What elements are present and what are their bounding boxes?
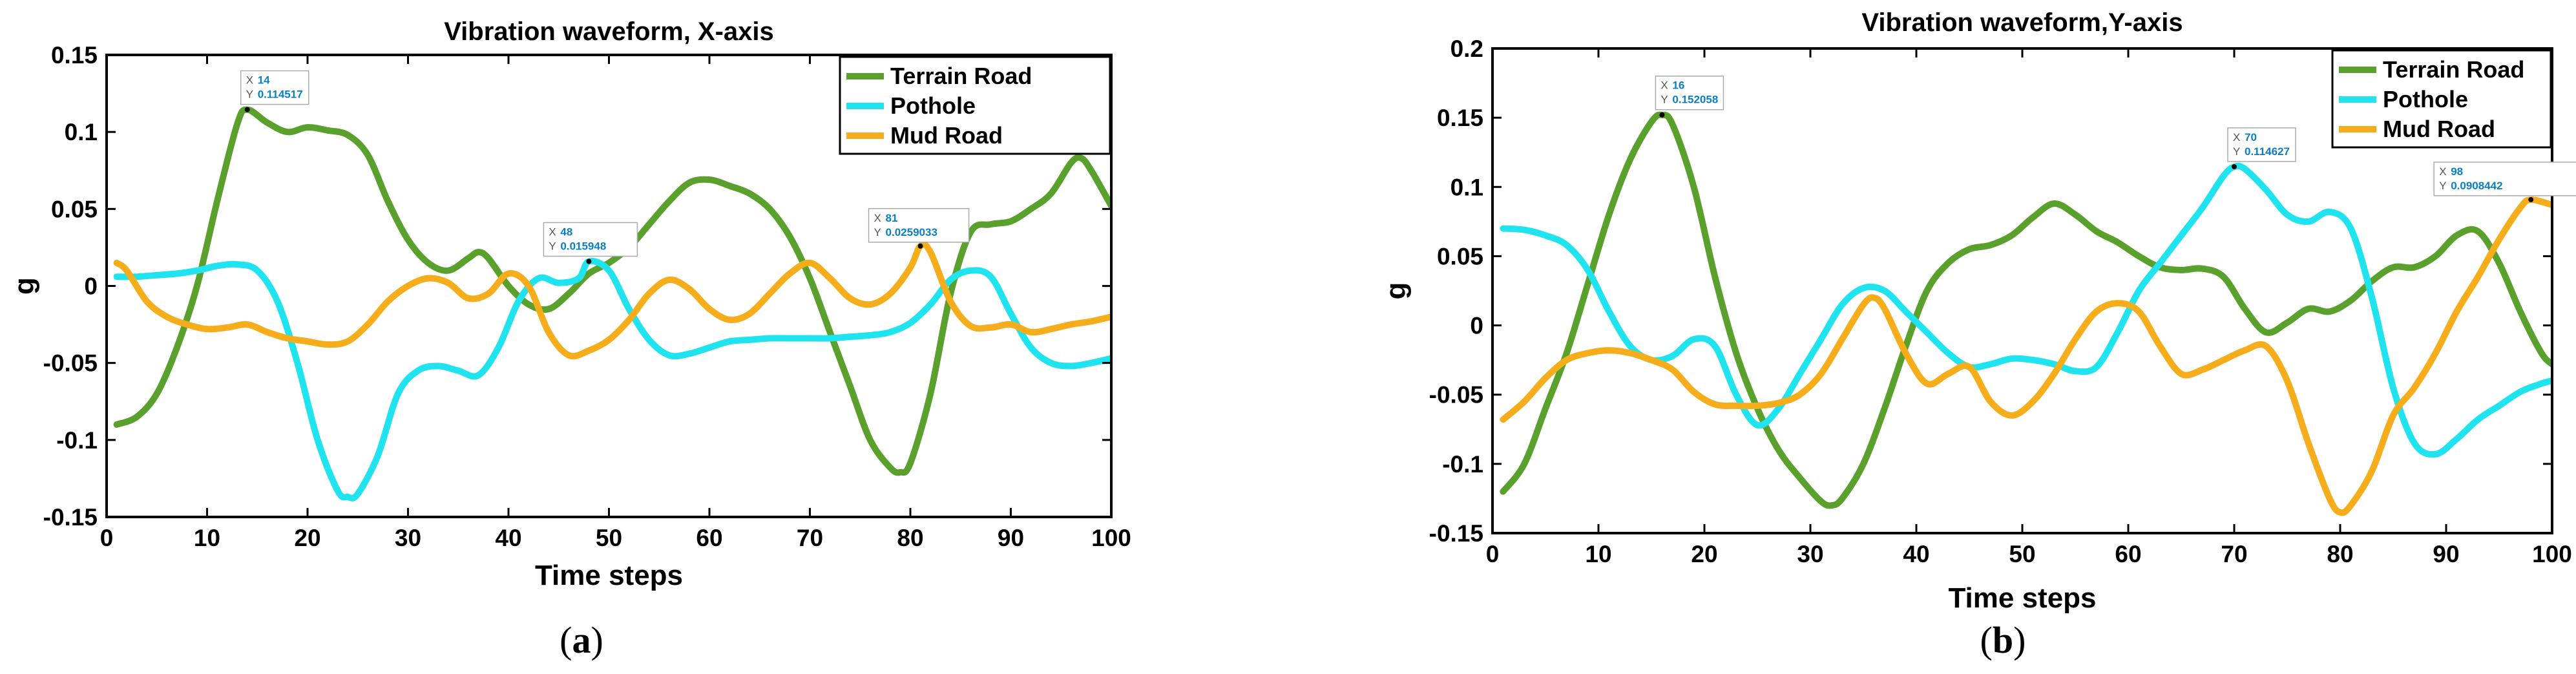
- datatip-box: [240, 70, 309, 105]
- y-tick-label: -0.15: [43, 504, 98, 531]
- datatip-marker: [917, 243, 923, 249]
- x-axis-label: Time steps: [535, 560, 683, 591]
- panel-caption: (b): [1980, 619, 2026, 661]
- y-axis-label: g: [8, 277, 40, 295]
- x-tick-label: 20: [1691, 541, 1717, 567]
- datatip-x-value: 81: [886, 212, 898, 224]
- datatip-box: [543, 222, 638, 257]
- y-tick-label: -0.05: [43, 350, 98, 377]
- series-line-mud-road: [113, 241, 1111, 360]
- legend-label: Terrain Road: [890, 63, 1032, 89]
- x-tick-label: 100: [1091, 525, 1131, 551]
- datatip-y-value: 0.114627: [2245, 145, 2290, 158]
- datatip-y-label: Y: [2439, 180, 2446, 192]
- datatip-y-value: 0.152058: [1672, 94, 1718, 106]
- x-tick-label: 10: [194, 525, 220, 551]
- datatip-marker: [2232, 163, 2237, 169]
- y-tick-label: -0.15: [1429, 520, 1483, 547]
- x-tick-label: 50: [596, 525, 622, 551]
- datatip-x-label: X: [549, 226, 556, 238]
- x-tick-label: 20: [294, 525, 320, 551]
- x-tick-label: 90: [998, 525, 1024, 551]
- datatip-y-value: 0.0259033: [886, 226, 937, 238]
- datatip-x-value: 70: [2245, 131, 2257, 143]
- x-tick-label: 90: [2433, 541, 2459, 567]
- x-tick-label: 70: [797, 525, 823, 551]
- x-tick-label: 10: [1585, 541, 1611, 567]
- datatip-x-value: 98: [2451, 165, 2463, 178]
- y-tick-label: 0.15: [51, 42, 98, 68]
- chart-title: Vibration waveform, X-axis: [444, 17, 774, 46]
- y-tick-label: -0.05: [1429, 382, 1483, 408]
- datatip-box: [2433, 162, 2576, 196]
- x-tick-label: 80: [2327, 541, 2353, 567]
- datatip-box: [1655, 75, 1724, 111]
- x-axis-label: Time steps: [1948, 582, 2096, 614]
- y-tick-label: 0: [84, 273, 98, 300]
- legend-label: Mud Road: [890, 122, 1003, 149]
- legend-label: Pothole: [890, 92, 976, 119]
- datatip-y-value: 0.114517: [258, 89, 303, 101]
- datatip-x-value: 48: [560, 226, 572, 238]
- series-line-pothole: [1500, 162, 2552, 458]
- y-axis-label: g: [1380, 282, 1412, 300]
- legend-label: Mud Road: [2383, 116, 2495, 142]
- chart-title: Vibration waveform,Y-axis: [1861, 8, 2183, 37]
- datatip-y-value: 0.015948: [560, 240, 606, 252]
- datatip-y-value: 0.0908442: [2451, 180, 2502, 192]
- datatip-x-label: X: [2439, 165, 2446, 178]
- y-tick-label: 0.05: [51, 196, 98, 222]
- x-tick-label: 0: [100, 525, 114, 551]
- panel-caption-letter: a: [572, 619, 591, 661]
- x-tick-label: 30: [1797, 541, 1823, 567]
- datatip-y-label: Y: [874, 226, 881, 238]
- y-tick-label: 0: [1470, 313, 1483, 339]
- y-tick-label: 0.2: [1450, 36, 1483, 62]
- datatip-x-value: 14: [258, 74, 270, 87]
- x-tick-label: 30: [395, 525, 421, 551]
- datatip-box: [2227, 127, 2296, 162]
- y-tick-label: 0.1: [65, 119, 98, 145]
- x-tick-label: 40: [1903, 541, 1929, 567]
- datatip-x-label: X: [246, 74, 253, 87]
- datatip-x-label: X: [874, 212, 881, 224]
- datatip-y-label: Y: [1660, 94, 1668, 106]
- y-tick-label: -0.1: [1442, 451, 1483, 478]
- datatip-y-label: Y: [246, 89, 253, 101]
- legend-label: Pothole: [2383, 86, 2468, 112]
- x-tick-label: 60: [2115, 541, 2141, 567]
- datatip-marker: [1659, 112, 1665, 118]
- x-tick-label: 70: [2221, 541, 2247, 567]
- legend-box: [839, 56, 1111, 155]
- x-tick-label: 60: [696, 525, 722, 551]
- datatip-y-label: Y: [549, 240, 556, 252]
- datatip-x-label: X: [1660, 79, 1668, 92]
- x-tick-label: 80: [897, 525, 923, 551]
- x-tick-label: 40: [495, 525, 521, 551]
- datatip-y-label: Y: [2233, 145, 2240, 158]
- chart-x-axis-waveform: 0 10 20 30 40 50 60 70 80 90 100 -0.15 -0.1 -0.05 0 0.0…: [8, 17, 1131, 661]
- y-tick-label: 0.05: [1437, 243, 1483, 269]
- panel-caption-letter: b: [1993, 619, 2013, 661]
- x-tick-label: 50: [2009, 541, 2035, 567]
- datatip-marker: [586, 258, 592, 264]
- datatip-x-label: X: [2233, 131, 2240, 143]
- datatip-box: [868, 208, 970, 243]
- legend-label: Terrain Road: [2383, 56, 2524, 83]
- datatip-marker: [244, 107, 250, 112]
- series-line-mud-road: [1500, 196, 2552, 516]
- datatip-x-value: 16: [1672, 79, 1684, 92]
- panel-caption: (a): [560, 619, 603, 661]
- y-tick-label: 0.15: [1437, 105, 1483, 131]
- y-tick-label: -0.1: [56, 427, 98, 454]
- datatip-marker: [2528, 196, 2534, 202]
- y-tick-label: 0.1: [1450, 174, 1483, 200]
- chart-y-axis-waveform: 0 10 20 30 40 50 60 70 80 90 100 -0.15 -0.1 -0.05 0 0.0…: [1380, 8, 2576, 661]
- x-tick-label: 100: [2532, 541, 2572, 567]
- x-tick-label: 0: [1486, 541, 1500, 567]
